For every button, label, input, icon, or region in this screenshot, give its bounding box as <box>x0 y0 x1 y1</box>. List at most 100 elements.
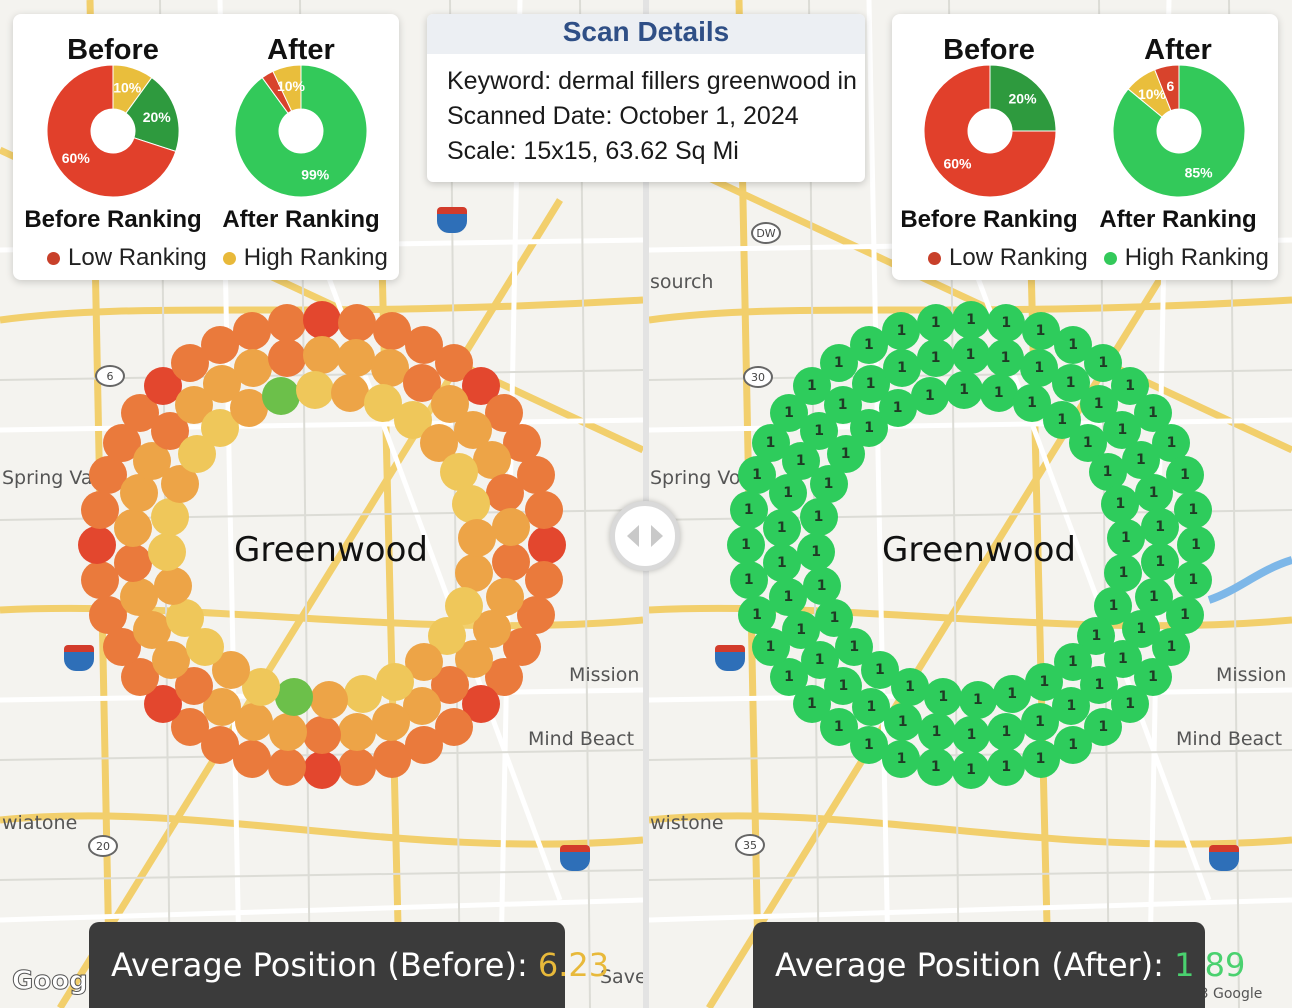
rank-dot[interactable]: 1 <box>958 680 997 719</box>
rank-dot[interactable] <box>261 376 300 415</box>
rank-dot[interactable]: 1 <box>1079 385 1118 424</box>
rank-dot[interactable]: 1 <box>924 678 963 717</box>
rank-dot[interactable]: 1 <box>910 376 949 415</box>
rank-dot[interactable]: 1 <box>1121 440 1160 479</box>
rank-dot[interactable]: 1 <box>882 312 921 350</box>
rank-dot[interactable] <box>229 389 268 428</box>
rank-dot[interactable] <box>80 490 119 529</box>
rank-dot[interactable]: 1 <box>916 748 955 787</box>
rank-dot[interactable]: 1 <box>849 325 888 364</box>
rank-dot[interactable]: 1 <box>952 715 991 754</box>
rank-dot[interactable]: 1 <box>1021 739 1060 778</box>
rank-dot[interactable] <box>80 561 119 600</box>
rank-dot[interactable]: 1 <box>882 348 921 387</box>
rank-dot[interactable]: 1 <box>1021 703 1060 741</box>
compare-slider-handle[interactable] <box>610 501 680 571</box>
rank-dot[interactable]: 1 <box>729 561 768 600</box>
rank-dot[interactable] <box>452 484 491 523</box>
rank-dot[interactable]: 1 <box>1177 526 1215 564</box>
rank-dot[interactable] <box>234 703 273 742</box>
rank-dot[interactable] <box>233 739 272 778</box>
rank-dot[interactable]: 1 <box>762 508 801 547</box>
rank-dot[interactable]: 1 <box>727 526 765 564</box>
rank-dot[interactable] <box>267 339 306 378</box>
rank-dot[interactable] <box>275 678 314 717</box>
rank-dot[interactable] <box>233 312 272 350</box>
rank-dot[interactable]: 1 <box>1106 519 1145 558</box>
rank-dot[interactable] <box>120 474 159 513</box>
rank-dot[interactable] <box>492 508 531 546</box>
rank-dot[interactable]: 1 <box>782 611 821 650</box>
rank-dot[interactable] <box>233 348 272 387</box>
rank-dot[interactable]: 1 <box>1134 577 1173 616</box>
rank-dot[interactable] <box>153 567 192 606</box>
rank-dot[interactable]: 1 <box>1054 726 1093 765</box>
rank-dot[interactable] <box>344 675 383 714</box>
rank-dot[interactable] <box>296 371 335 410</box>
rank-dot[interactable] <box>372 739 411 778</box>
rank-dot[interactable] <box>338 303 377 342</box>
rank-dot[interactable]: 1 <box>815 599 854 638</box>
rank-dot[interactable]: 1 <box>1103 411 1142 450</box>
rank-dot[interactable] <box>78 526 116 564</box>
rank-dot[interactable] <box>303 751 341 789</box>
rank-dot[interactable]: 1 <box>797 532 836 571</box>
rank-dot[interactable]: 1 <box>987 748 1026 787</box>
rank-dot[interactable] <box>120 578 159 617</box>
rank-dot[interactable] <box>472 440 511 479</box>
rank-dot[interactable]: 1 <box>952 751 990 789</box>
rank-dot[interactable] <box>457 519 496 558</box>
rank-dot[interactable] <box>148 532 187 571</box>
rank-dot[interactable] <box>303 301 341 339</box>
rank-dot[interactable] <box>267 303 306 342</box>
rank-dot[interactable] <box>338 712 377 751</box>
rank-dot[interactable]: 1 <box>1101 484 1140 523</box>
rank-dot[interactable]: 1 <box>987 712 1026 751</box>
rank-dot[interactable] <box>166 599 205 638</box>
rank-dot[interactable]: 1 <box>917 712 956 751</box>
rank-dot[interactable] <box>405 726 444 765</box>
rank-dot[interactable] <box>485 473 524 512</box>
rank-dot[interactable]: 1 <box>799 498 838 537</box>
rank-dot[interactable] <box>485 577 524 616</box>
rank-dot[interactable]: 1 <box>883 703 922 742</box>
rank-dot[interactable] <box>372 312 411 350</box>
rank-dot[interactable]: 1 <box>1053 642 1092 681</box>
rank-dot[interactable] <box>268 712 307 751</box>
rank-dot[interactable] <box>528 526 566 564</box>
rank-dot[interactable] <box>492 543 531 582</box>
rank-dot[interactable]: 1 <box>986 339 1025 378</box>
rank-dot[interactable] <box>113 543 152 582</box>
rank-dot[interactable] <box>455 553 494 592</box>
rank-dot[interactable] <box>525 561 564 600</box>
rank-dot[interactable] <box>376 662 415 701</box>
rank-dot[interactable] <box>133 611 172 650</box>
rank-dot[interactable]: 1 <box>882 739 921 778</box>
rank-dot[interactable]: 1 <box>769 474 808 513</box>
rank-dot[interactable]: 1 <box>1025 662 1064 701</box>
rank-dot[interactable]: 1 <box>1088 452 1127 491</box>
rank-dot[interactable] <box>150 498 189 537</box>
rank-dot[interactable] <box>200 325 239 364</box>
rank-dot[interactable]: 1 <box>802 567 841 606</box>
rank-dot[interactable] <box>337 339 376 378</box>
rank-dot[interactable]: 1 <box>916 339 955 378</box>
rank-dot[interactable]: 1 <box>1174 561 1213 600</box>
rank-dot[interactable]: 1 <box>729 490 768 529</box>
rank-dot[interactable] <box>525 490 564 529</box>
rank-dot[interactable]: 1 <box>952 301 990 339</box>
rank-dot[interactable]: 1 <box>993 675 1032 714</box>
rank-dot[interactable]: 1 <box>987 303 1026 342</box>
rank-dot[interactable]: 1 <box>1134 473 1173 512</box>
rank-dot[interactable]: 1 <box>1141 543 1180 582</box>
rank-dot[interactable] <box>302 336 341 374</box>
rank-dot[interactable] <box>338 748 377 787</box>
rank-dot[interactable]: 1 <box>979 373 1018 412</box>
rank-dot[interactable] <box>372 703 411 741</box>
rank-dot[interactable]: 1 <box>762 543 801 582</box>
rank-dot[interactable]: 1 <box>1141 508 1180 546</box>
rank-dot[interactable]: 1 <box>951 336 990 374</box>
rank-dot[interactable]: 1 <box>916 303 955 342</box>
rank-dot[interactable]: 1 <box>945 371 984 410</box>
rank-dot[interactable] <box>330 373 369 412</box>
